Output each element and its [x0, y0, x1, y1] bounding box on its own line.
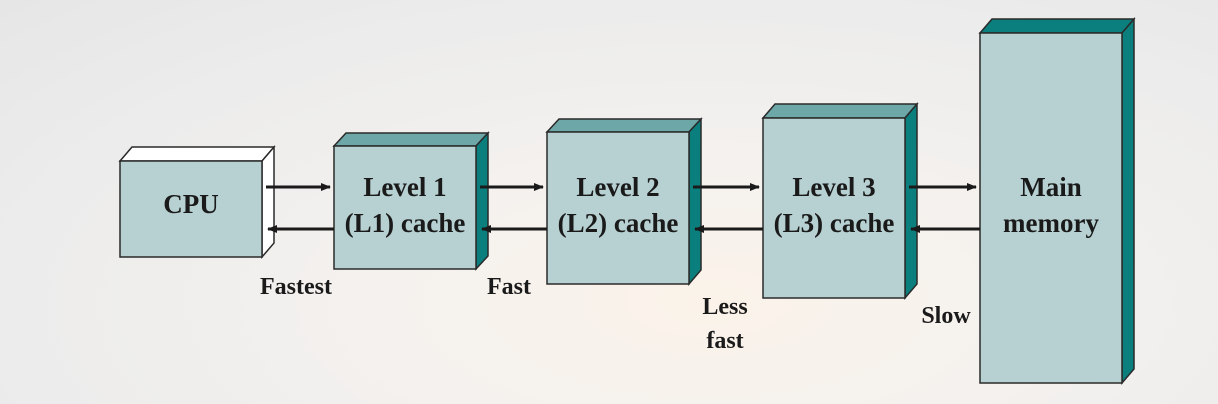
speed-label-less-fast-line2: fast	[706, 328, 743, 354]
l1-box-top	[332, 132, 490, 147]
memory-box-side	[1121, 16, 1135, 386]
cpu-box-front	[119, 160, 263, 258]
l1-label-line2: (L1) cache	[345, 208, 466, 238]
l3-cache-box: Level 3 (L3) cache	[761, 101, 919, 301]
l1-label-line1: Level 1	[363, 172, 446, 202]
cpu-box: CPU	[118, 144, 276, 260]
memory-box-top	[978, 18, 1136, 34]
l3-box-front	[762, 117, 906, 299]
l3-label-line1: Level 3	[792, 172, 875, 202]
speed-label-fastest: Fastest	[260, 274, 332, 300]
memory-label-line1: Main	[1020, 172, 1082, 202]
l2-label-line2: (L2) cache	[558, 208, 679, 238]
speed-label-less-fast-line1: Less	[702, 294, 747, 320]
cpu-box-side	[261, 144, 275, 260]
l2-box-front	[546, 131, 690, 285]
l2-cache-box: Level 2 (L2) cache	[545, 117, 703, 287]
speed-label-fast: Fast	[487, 274, 531, 300]
cpu-box-top	[118, 146, 276, 162]
l1-box-front	[333, 145, 477, 270]
arrows	[266, 183, 980, 233]
l2-box-side	[688, 117, 702, 287]
l3-box-top	[761, 103, 919, 119]
l3-label-line2: (L3) cache	[774, 208, 895, 238]
l1-cache-box: Level 1 (L1) cache	[332, 131, 490, 271]
speed-label-slow: Slow	[921, 303, 971, 329]
l1-box-side	[475, 131, 489, 271]
main-memory-box: Main memory	[978, 16, 1136, 386]
l2-box-top	[545, 118, 703, 133]
memory-label-line2: memory	[1003, 208, 1099, 238]
memory-box-front	[979, 32, 1123, 384]
l2-label-line1: Level 2	[576, 172, 659, 202]
l3-box-side	[904, 101, 918, 301]
cpu-label: CPU	[163, 189, 219, 219]
